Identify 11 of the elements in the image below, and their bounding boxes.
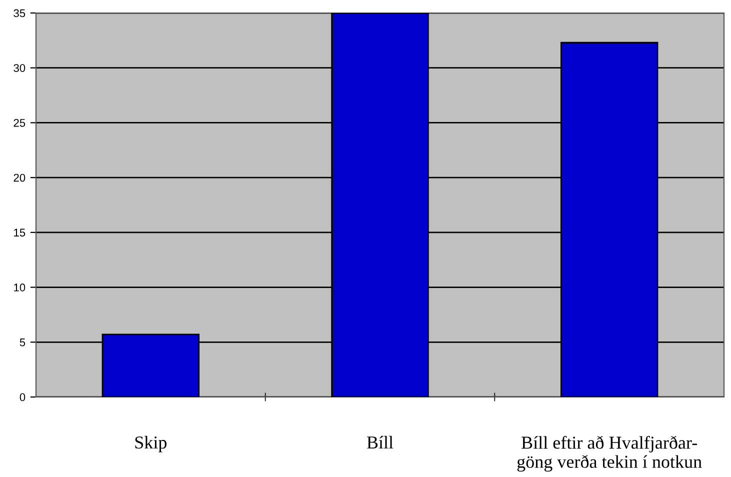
x-tick-label: Bíll eftir að Hvalfjarðar- göng verða tekin í notkun — [517, 436, 702, 472]
y-tick-label: 15 — [14, 228, 26, 237]
y-tick-label: 20 — [14, 174, 26, 182]
x-tick-label: Bíll — [366, 436, 394, 448]
x-tick-label: Skip — [135, 436, 167, 452]
y-tick-label: 5 — [20, 338, 26, 346]
y-tick-label: 30 — [14, 64, 26, 72]
y-tick-label: 25 — [14, 118, 26, 127]
y-tick-label: 35 — [14, 9, 26, 18]
y-tick-label: 0 — [20, 393, 26, 402]
y-tick-label: 10 — [14, 284, 26, 292]
